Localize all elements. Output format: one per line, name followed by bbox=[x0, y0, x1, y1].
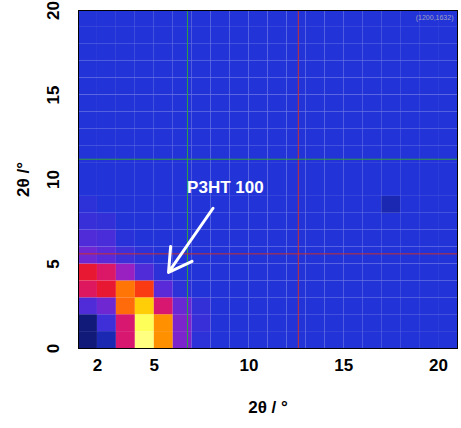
svg-text:5: 5 bbox=[44, 259, 63, 268]
svg-text:20: 20 bbox=[429, 356, 448, 375]
svg-text:10: 10 bbox=[240, 356, 259, 375]
svg-text:15: 15 bbox=[334, 356, 353, 375]
svg-text:15: 15 bbox=[44, 86, 63, 105]
svg-text:2θ / °: 2θ / ° bbox=[248, 398, 288, 417]
svg-text:0: 0 bbox=[44, 344, 63, 353]
svg-text:10: 10 bbox=[44, 170, 63, 189]
svg-text:20: 20 bbox=[44, 1, 63, 20]
svg-text:5: 5 bbox=[150, 356, 159, 375]
svg-text:2θ /°: 2θ /° bbox=[14, 162, 33, 197]
svg-text:(1200,1632): (1200,1632) bbox=[416, 14, 454, 22]
svg-text:P3HT 100: P3HT 100 bbox=[187, 178, 264, 197]
svg-text:2: 2 bbox=[93, 356, 102, 375]
